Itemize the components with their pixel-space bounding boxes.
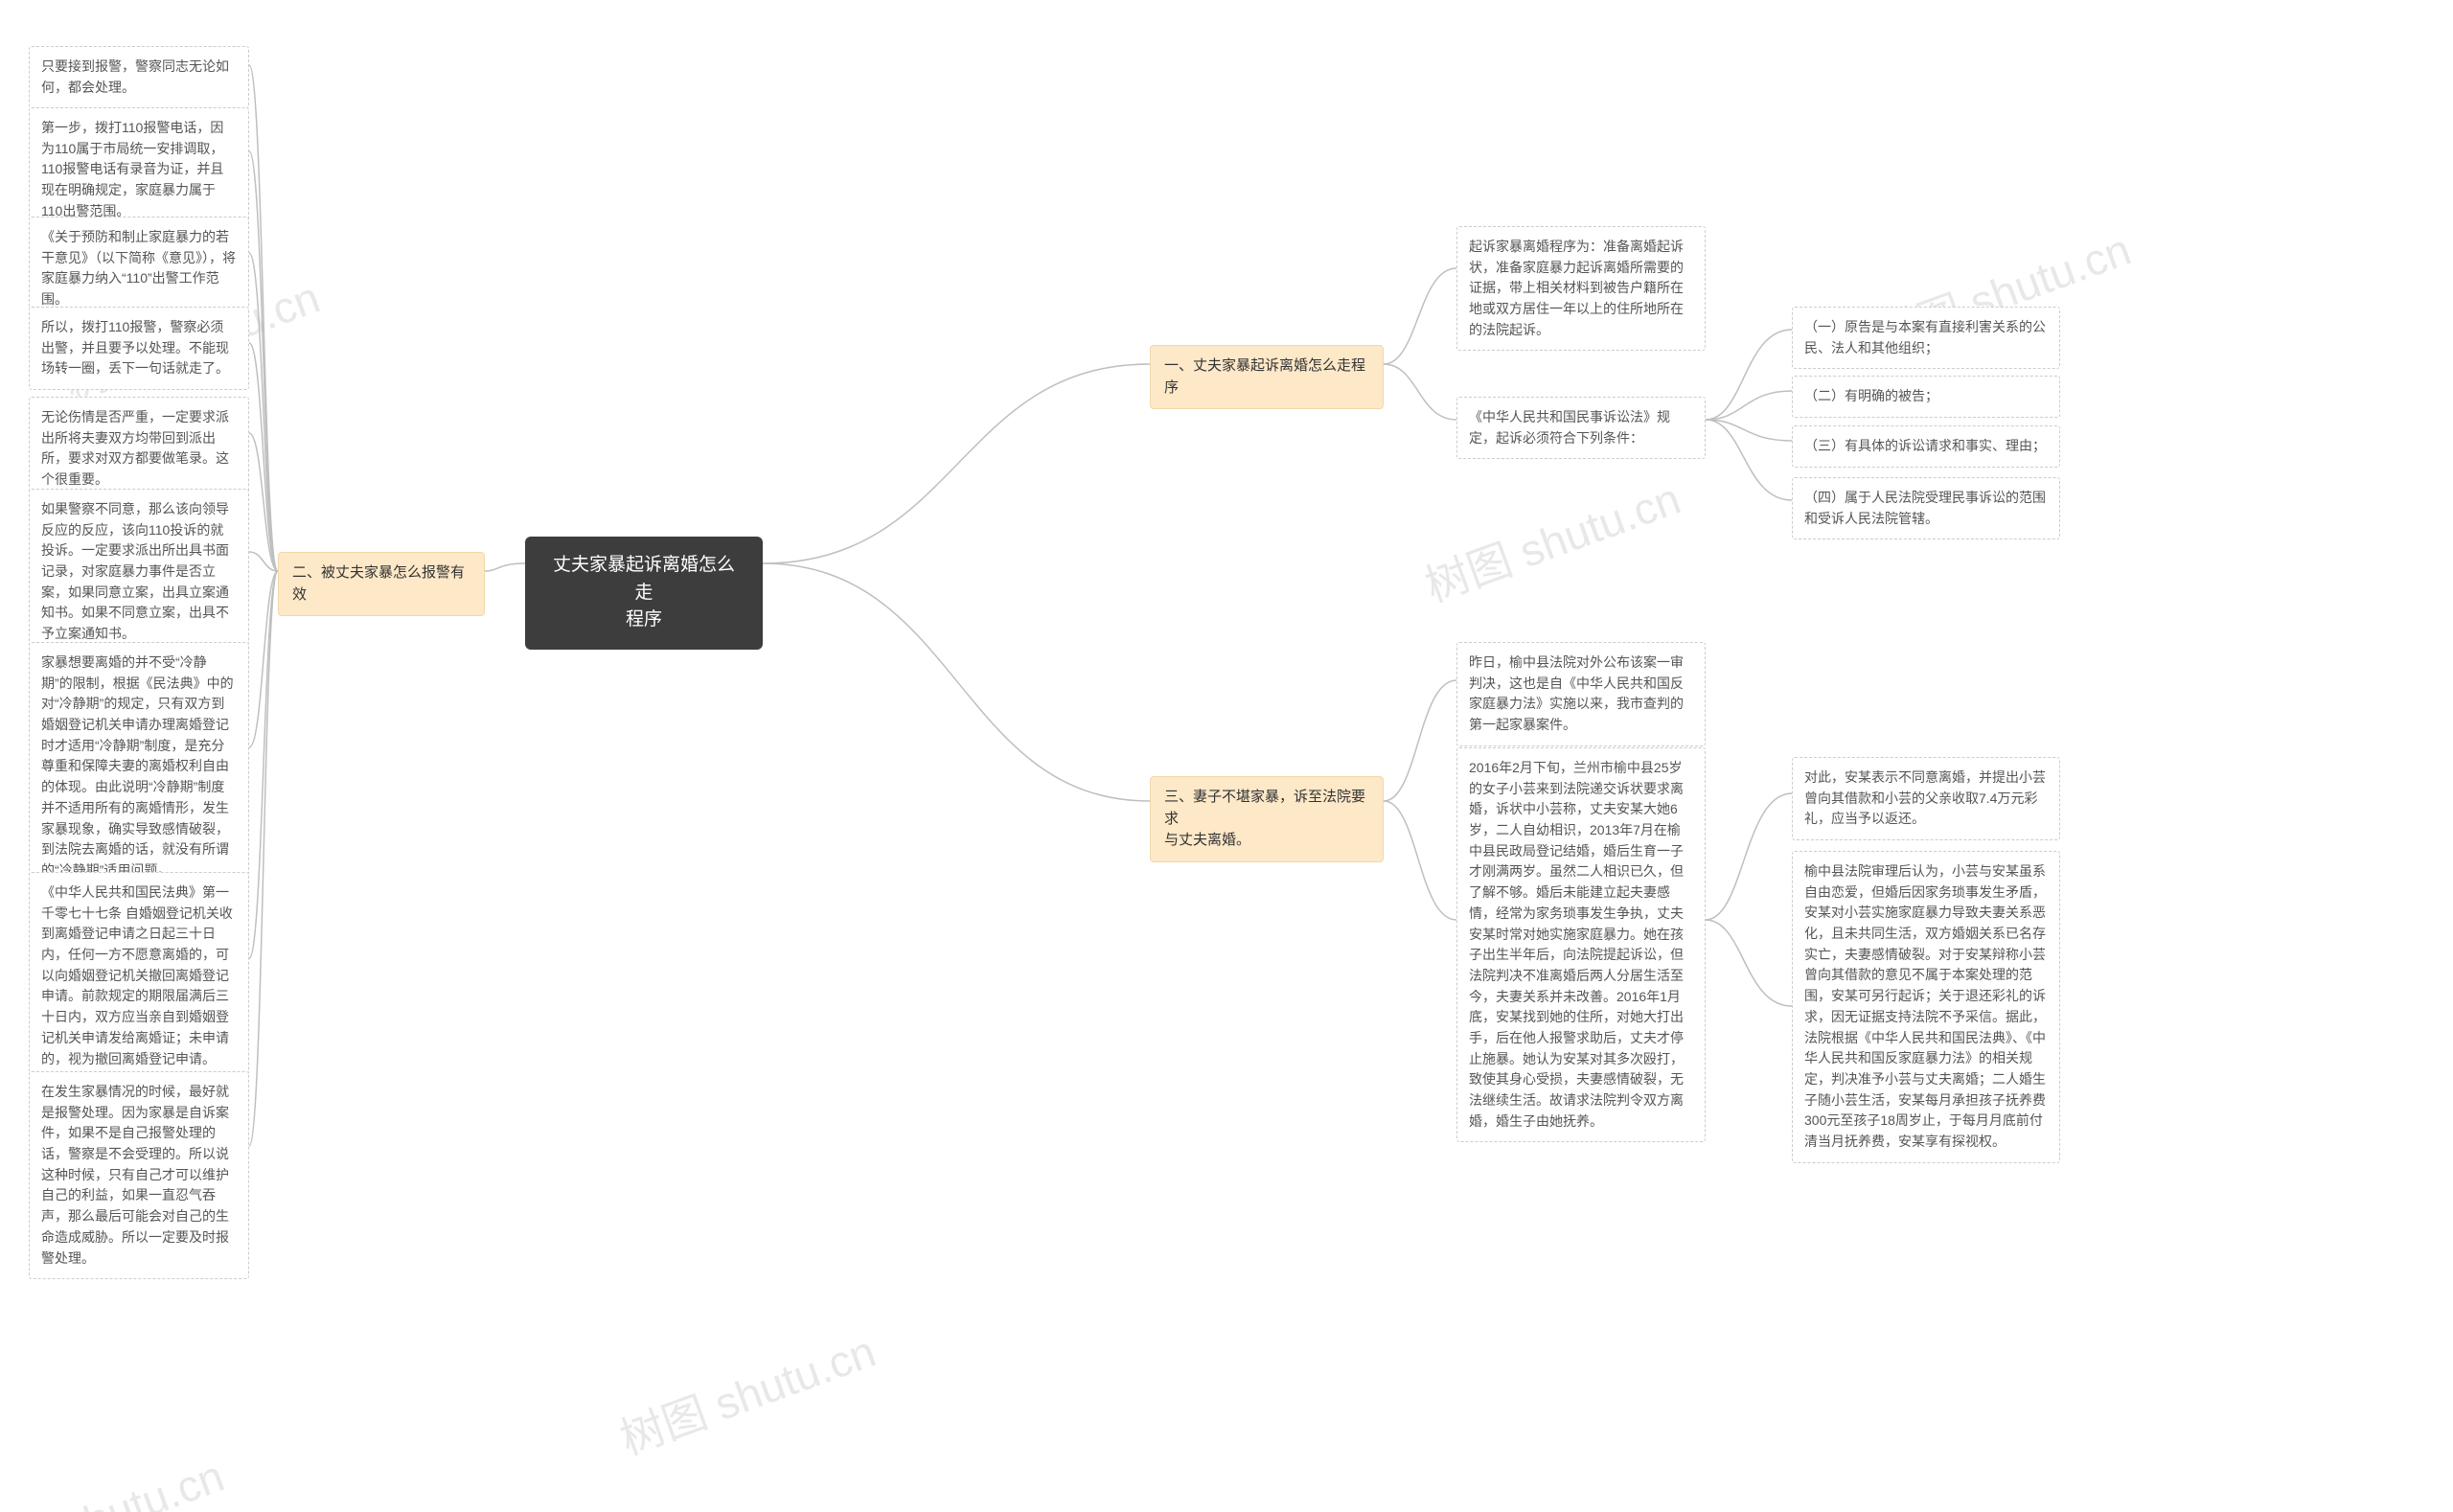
leaf-b2l2: 第一步，拨打110报警电话，因为110属于市局统一安排调取，110报警电话有录音… xyxy=(29,107,249,232)
watermark: 树图 shutu.cn xyxy=(610,1317,883,1467)
leaf-b1l2c3: （三）有具体的诉讼请求和事实、理由； xyxy=(1792,425,2060,468)
root-label: 丈夫家暴起诉离婚怎么走程序 xyxy=(553,555,735,630)
branch-2: 二、被丈夫家暴怎么报警有效 xyxy=(278,552,485,616)
leaf-text: 榆中县法院审理后认为，小芸与安某虽系自由恋爱，但婚后因家务琐事发生矛盾，安某对小… xyxy=(1804,863,2046,1149)
watermark: 树图 shutu.cn xyxy=(1415,464,1687,614)
leaf-text: 只要接到报警，警察同志无论如何，都会处理。 xyxy=(41,58,229,95)
leaf-text: 所以，拨打110报警，警察必须出警，并且要予以处理。不能现场转一圈，丢下一句话就… xyxy=(41,319,229,376)
leaf-text: 家暴想要离婚的并不受“冷静期”的限制，根据《民法典》中的对“冷静期”的规定，只有… xyxy=(41,654,234,878)
leaf-b3l2c1: 对此，安某表示不同意离婚，并提出小芸曾向其借款和小芸的父亲收取7.4万元彩礼，应… xyxy=(1792,757,2060,840)
leaf-b2l5: 无论伤情是否严重，一定要求派出所将夫妻双方均带回到派出所，要求对双方都要做笔录。… xyxy=(29,397,249,501)
leaf-b3l1: 昨日，榆中县法院对外公布该案一审判决，这也是自《中华人民共和国反家庭暴力法》实施… xyxy=(1456,642,1706,746)
leaf-text: 昨日，榆中县法院对外公布该案一审判决，这也是自《中华人民共和国反家庭暴力法》实施… xyxy=(1469,654,1684,732)
leaf-text: 2016年2月下旬，兰州市榆中县25岁的女子小芸来到法院递交诉状要求离婚，诉状中… xyxy=(1469,760,1684,1129)
leaf-b1l2: 《中华人民共和国民事诉讼法》规定，起诉必须符合下列条件： xyxy=(1456,397,1706,459)
leaf-b2l7: 家暴想要离婚的并不受“冷静期”的限制，根据《民法典》中的对“冷静期”的规定，只有… xyxy=(29,642,249,892)
leaf-text: 第一步，拨打110报警电话，因为110属于市局统一安排调取，110报警电话有录音… xyxy=(41,120,223,218)
leaf-text: （二）有明确的被告； xyxy=(1804,388,1938,403)
branch-2-label: 二、被丈夫家暴怎么报警有效 xyxy=(292,564,465,603)
leaf-text: 在发生家暴情况的时候，最好就是报警处理。因为家暴是自诉案件，如果不是自己报警处理… xyxy=(41,1084,229,1266)
branch-1: 一、丈夫家暴起诉离婚怎么走程序 xyxy=(1150,345,1384,409)
leaf-b2l1: 只要接到报警，警察同志无论如何，都会处理。 xyxy=(29,46,249,108)
leaf-b2l8: 《中华人民共和国民法典》第一千零七十七条 自婚姻登记机关收到离婚登记申请之日起三… xyxy=(29,872,249,1080)
branch-3-label: 三、妻子不堪家暴，诉至法院要求与丈夫离婚。 xyxy=(1164,789,1365,848)
leaf-b2l3: 《关于预防和制止家庭暴力的若干意见》（以下简称《意见》），将家庭暴力纳入“110… xyxy=(29,217,249,321)
leaf-text: 《关于预防和制止家庭暴力的若干意见》（以下简称《意见》），将家庭暴力纳入“110… xyxy=(41,229,236,307)
leaf-b2l9: 在发生家暴情况的时候，最好就是报警处理。因为家暴是自诉案件，如果不是自己报警处理… xyxy=(29,1071,249,1279)
leaf-b2l6: 如果警察不同意，那么该向领导反应的反应，该向110投诉的就投诉。一定要求派出所出… xyxy=(29,489,249,655)
leaf-b1l2c2: （二）有明确的被告； xyxy=(1792,376,2060,418)
leaf-text: 无论伤情是否严重，一定要求派出所将夫妻双方均带回到派出所，要求对双方都要做笔录。… xyxy=(41,409,229,487)
leaf-b1l2c4: （四）属于人民法院受理民事诉讼的范围和受诉人民法院管辖。 xyxy=(1792,477,2060,539)
root-node: 丈夫家暴起诉离婚怎么走程序 xyxy=(525,537,763,650)
leaf-text: 《中华人民共和国民法典》第一千零七十七条 自婚姻登记机关收到离婚登记申请之日起三… xyxy=(41,884,233,1066)
leaf-text: 如果警察不同意，那么该向领导反应的反应，该向110投诉的就投诉。一定要求派出所出… xyxy=(41,501,229,641)
leaf-b3l2: 2016年2月下旬，兰州市榆中县25岁的女子小芸来到法院递交诉状要求离婚，诉状中… xyxy=(1456,747,1706,1142)
leaf-b2l4: 所以，拨打110报警，警察必须出警，并且要予以处理。不能现场转一圈，丢下一句话就… xyxy=(29,307,249,390)
leaf-text: 《中华人民共和国民事诉讼法》规定，起诉必须符合下列条件： xyxy=(1469,409,1670,446)
leaf-text: 对此，安某表示不同意离婚，并提出小芸曾向其借款和小芸的父亲收取7.4万元彩礼，应… xyxy=(1804,769,2046,826)
leaf-text: （三）有具体的诉讼请求和事实、理由； xyxy=(1804,438,2046,453)
leaf-text: （四）属于人民法院受理民事诉讼的范围和受诉人民法院管辖。 xyxy=(1804,490,2046,526)
watermark: 树图 shutu.cn xyxy=(0,1441,232,1512)
branch-3: 三、妻子不堪家暴，诉至法院要求与丈夫离婚。 xyxy=(1150,776,1384,862)
leaf-text: 起诉家暴离婚程序为：准备离婚起诉状，准备家庭暴力起诉离婚所需要的证据，带上相关材… xyxy=(1469,239,1684,337)
branch-1-label: 一、丈夫家暴起诉离婚怎么走程序 xyxy=(1164,357,1365,396)
leaf-b3l2c2: 榆中县法院审理后认为，小芸与安某虽系自由恋爱，但婚后因家务琐事发生矛盾，安某对小… xyxy=(1792,851,2060,1163)
connectors xyxy=(0,0,2453,1512)
leaf-b1l1: 起诉家暴离婚程序为：准备离婚起诉状，准备家庭暴力起诉离婚所需要的证据，带上相关材… xyxy=(1456,226,1706,351)
leaf-b1l2c1: （一）原告是与本案有直接利害关系的公民、法人和其他组织； xyxy=(1792,307,2060,369)
leaf-text: （一）原告是与本案有直接利害关系的公民、法人和其他组织； xyxy=(1804,319,2046,355)
